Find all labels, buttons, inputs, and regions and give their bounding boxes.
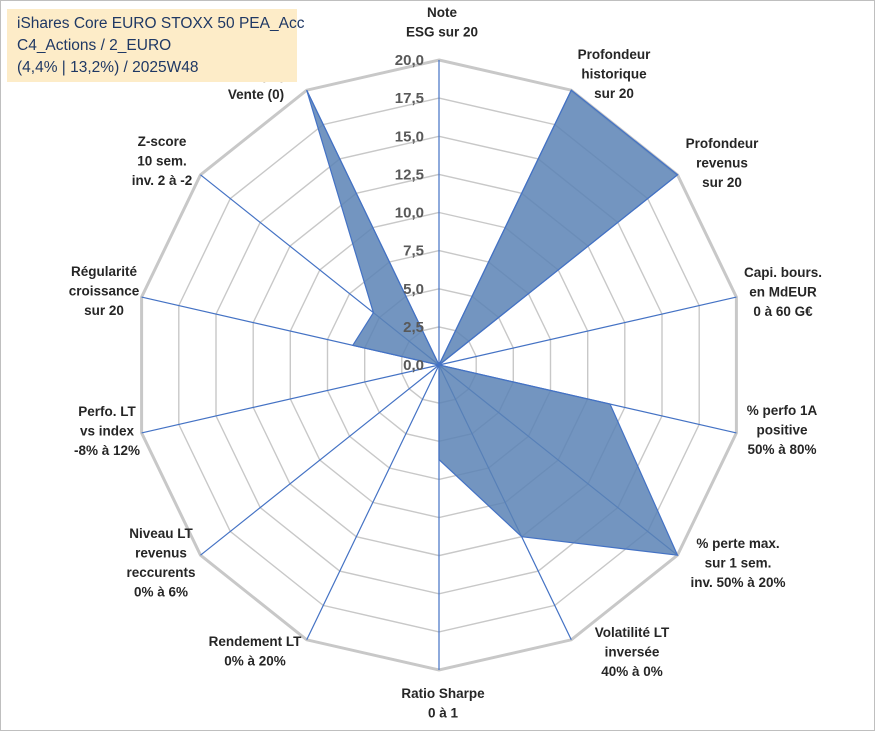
tick-label: 0,0 [403,357,424,374]
fund-info-box: iShares Core EURO STOXX 50 PEA_Acc C4_Ac… [7,9,304,82]
axis-label-line: Perfo. LT [78,404,136,419]
axis-label: Rendement LT 0% à 20% [209,634,303,669]
axis-label-line: inv. 50% à 20% [690,575,785,590]
axis-label-line: sur 20 [84,303,124,318]
axis-spoke [141,364,440,434]
axis-label: Niveau LT revenus reccurents 0% à 6% [126,526,195,600]
tick-label: 10,0 [395,205,424,222]
axis-label: Ratio Sharpe 0 à 1 [401,686,485,721]
axis-label-line: Ratio Sharpe [401,686,485,701]
axis-label: Note ESG sur 20 [406,5,478,40]
axis-label-line: inversée [605,645,660,660]
axis-label: % perfo 1A positive 50% à 80% [747,403,818,457]
fund-stats: (4,4% | 13,2%) / 2025W48 [17,59,199,76]
axis-label-line: 40% à 0% [601,664,663,679]
tick-label: 20,0 [395,52,424,69]
axis-label-line: 0 à 1 [428,706,459,721]
axis-label-line: Capi. bours. [744,265,822,280]
axis-label-line: Z-score [138,134,187,149]
tick-label: 5,0 [403,281,424,298]
axis-label-line: Régularité [71,264,138,279]
axis-spoke [438,296,737,366]
tick-label: 15,0 [395,128,424,145]
axis-label-line: revenus [135,546,187,561]
axis-label-line: 0% à 6% [134,585,188,600]
tick-label: 2,5 [403,319,424,336]
axis-label-line: Volatilité LT [595,625,670,640]
axis-label-line: inv. 2 à -2 [132,173,193,188]
axis-label-line: sur 1 sem. [705,556,772,571]
axis-label: Volatilité LT inversée 40% à 0% [595,625,670,679]
fund-name: iShares Core EURO STOXX 50 PEA_Acc [17,15,305,32]
radar-axis-labels: Note ESG sur 20 Profondeur historique sur 20… [69,5,822,721]
axis-label: Capi. bours. en MdEUR 0 à 60 G€ [744,265,822,319]
axis-label-line: croissance [69,284,140,299]
axis-label-line: 0% à 20% [224,654,286,669]
axis-label-line: en MdEUR [749,285,817,300]
axis-label-line: % perte max. [696,536,779,551]
axis-label: Profondeur revenus sur 20 [686,136,759,190]
axis-label-line: 0 à 60 G€ [753,304,813,319]
axis-label-line: revenus [696,156,748,171]
axis-label-line: sur 20 [702,175,742,190]
axis-label-line: positive [756,423,808,438]
axis-label-line: vs index [80,424,135,439]
axis-label-line: % perfo 1A [747,403,818,418]
axis-spoke [306,364,440,641]
axis-label-line: Profondeur [578,47,651,62]
axis-label-line: sur 20 [594,86,634,101]
data-series-area [306,89,679,556]
axis-label: Z-score 10 sem. inv. 2 à -2 [132,134,193,188]
axis-label: Profondeur historique sur 20 [578,47,651,101]
tick-label: 7,5 [403,243,424,260]
axis-label-line: Niveau LT [129,526,193,541]
radar-tick-labels: 0,0 2,5 5,0 7,5 10,0 12,5 15,0 17,5 20,0 [395,52,424,374]
axis-label: % perte max. sur 1 sem. inv. 50% à 20% [690,536,785,590]
axis-label-line: historique [581,67,647,82]
axis-label-line: 10 sem. [137,154,187,169]
axis-label-line: 50% à 80% [747,442,816,457]
tick-label: 12,5 [395,166,424,183]
radar-series [306,89,679,556]
axis-label-line: reccurents [126,565,195,580]
axis-label-line: ESG sur 20 [406,25,478,40]
tick-label: 17,5 [395,90,424,107]
axis-label: Perfo. LT vs index -8% à 12% [74,404,140,458]
axis-label-line: Rendement LT [209,634,303,649]
axis-label-line: Profondeur [686,136,759,151]
axis-label: Régularité croissance sur 20 [69,264,140,318]
axis-label-line: Note [427,5,457,20]
axis-label-line: -8% à 12% [74,443,140,458]
axis-spoke [200,364,440,556]
fund-category: C4_Actions / 2_EURO [17,37,172,54]
axis-label-line: Vente (0) [228,87,284,102]
